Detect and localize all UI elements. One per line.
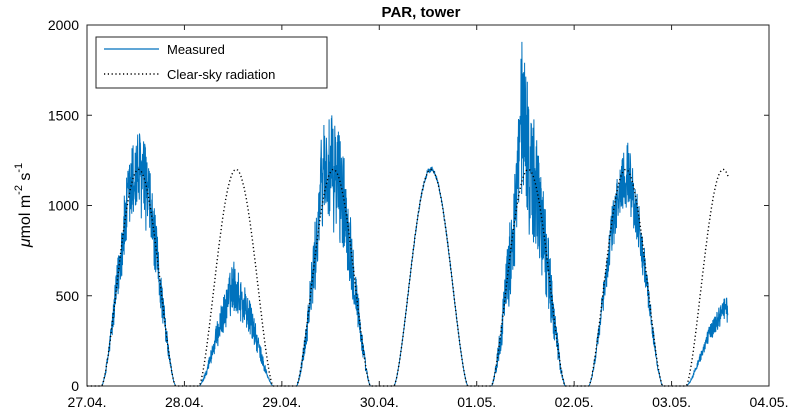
chart-title: PAR, tower	[382, 4, 461, 21]
plot-frame	[86, 24, 770, 387]
y-tick-label: 500	[56, 288, 80, 304]
y-tick-label: 1000	[48, 198, 79, 214]
y-axis-label-exp1: -2	[13, 185, 25, 195]
x-tick-label: 03.05.	[652, 394, 691, 410]
axis-ticks: 0 500 1000 1500 2000 27.04. 28.04. 29.04. 30.04.…	[48, 17, 789, 410]
x-tick-label: 28.04.	[165, 394, 204, 410]
y-axis-label-main: mol m	[17, 195, 34, 239]
y-axis-label-mid: s	[17, 173, 34, 185]
legend: Measured Clear-sky radiation	[95, 36, 328, 89]
x-tick-label: 29.04.	[262, 394, 301, 410]
x-tick-label: 02.05.	[555, 394, 594, 410]
y-tick-label: 2000	[48, 17, 79, 33]
y-axis-label-mu: μ	[17, 238, 34, 248]
legend-measured-label: Measured	[167, 42, 225, 57]
y-tick-label: 0	[71, 378, 79, 394]
y-tick-label: 1500	[48, 107, 79, 123]
legend-box	[95, 36, 328, 89]
x-tick-label: 30.04.	[360, 394, 399, 410]
y-axis-label-exp2: -1	[13, 163, 25, 173]
plot-series	[87, 41, 729, 387]
series-measured-line	[87, 41, 729, 387]
svg-text:μmol m-2 s-1: μmol m-2 s-1	[13, 163, 34, 248]
legend-clear-sky-label: Clear-sky radiation	[167, 67, 275, 82]
x-tick-label: 01.05.	[457, 394, 496, 410]
x-tick-label: 27.04.	[68, 394, 107, 410]
y-axis-label: μmol m-2 s-1	[13, 163, 34, 248]
x-tick-label: 04.05.	[750, 394, 789, 410]
